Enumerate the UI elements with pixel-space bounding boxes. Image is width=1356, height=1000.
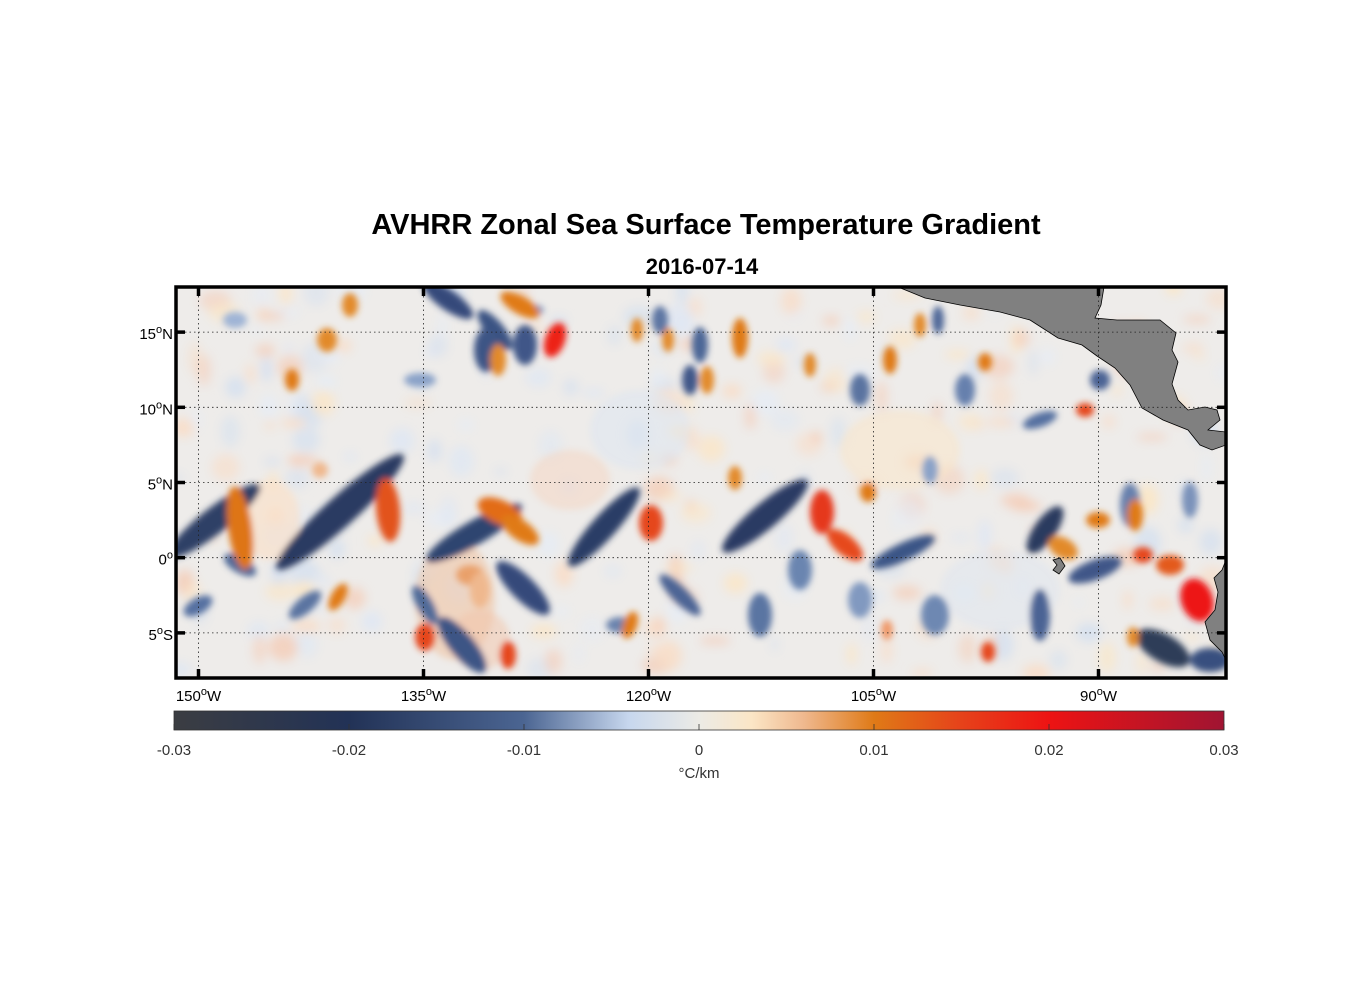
central-america-land bbox=[897, 287, 1226, 451]
longitude-labels: 150oW 135oW 120oW 105oW 90oW bbox=[176, 686, 1118, 705]
lon-label-0: 150oW bbox=[176, 686, 222, 705]
colorbar-tick-label-6: 0.03 bbox=[1209, 742, 1238, 759]
colorbar: -0.03 -0.02 -0.01 0 0.01 0.02 0.03 °C/km bbox=[157, 710, 1239, 782]
lon-label-4: 90oW bbox=[1080, 686, 1118, 705]
latitude-labels: 15oN 10oN 5oN 0o 5oS bbox=[139, 324, 173, 644]
land-masses bbox=[897, 287, 1226, 661]
map-axis-ticks bbox=[176, 287, 1226, 678]
lat-label-2: 5oN bbox=[148, 475, 173, 494]
galapagos-island bbox=[1052, 557, 1066, 575]
colorbar-ticks: -0.03 -0.02 -0.01 0 0.01 0.02 0.03 bbox=[157, 724, 1239, 759]
colorbar-tick-label-1: -0.02 bbox=[332, 742, 366, 759]
colorbar-tick-label-0: -0.03 bbox=[157, 742, 191, 759]
lat-label-3: 0o bbox=[159, 550, 173, 569]
lat-label-1: 10oN bbox=[139, 399, 173, 418]
lon-label-1: 135oW bbox=[401, 686, 447, 705]
colorbar-tick-label-4: 0.01 bbox=[859, 742, 888, 759]
lon-label-3: 105oW bbox=[851, 686, 897, 705]
lon-label-2: 120oW bbox=[626, 686, 672, 705]
south-america-coast bbox=[1204, 559, 1226, 661]
sst-gradient-field bbox=[176, 287, 1226, 673]
lat-label-0: 15oN bbox=[139, 324, 173, 343]
colorbar-tick-label-2: -0.01 bbox=[507, 742, 541, 759]
lat-label-4: 5oS bbox=[149, 625, 173, 644]
colorbar-unit-label: °C/km bbox=[679, 765, 720, 782]
map-subtitle: 2016-07-14 bbox=[646, 254, 759, 279]
colorbar-tick-label-3: 0 bbox=[695, 742, 703, 759]
colorbar-tick-label-5: 0.02 bbox=[1034, 742, 1063, 759]
map-title: AVHRR Zonal Sea Surface Temperature Grad… bbox=[371, 209, 1041, 241]
map-panel: 150oW 135oW 120oW 105oW 90oW 15oN 10oN 5oN 0o 5o… bbox=[139, 285, 1228, 705]
